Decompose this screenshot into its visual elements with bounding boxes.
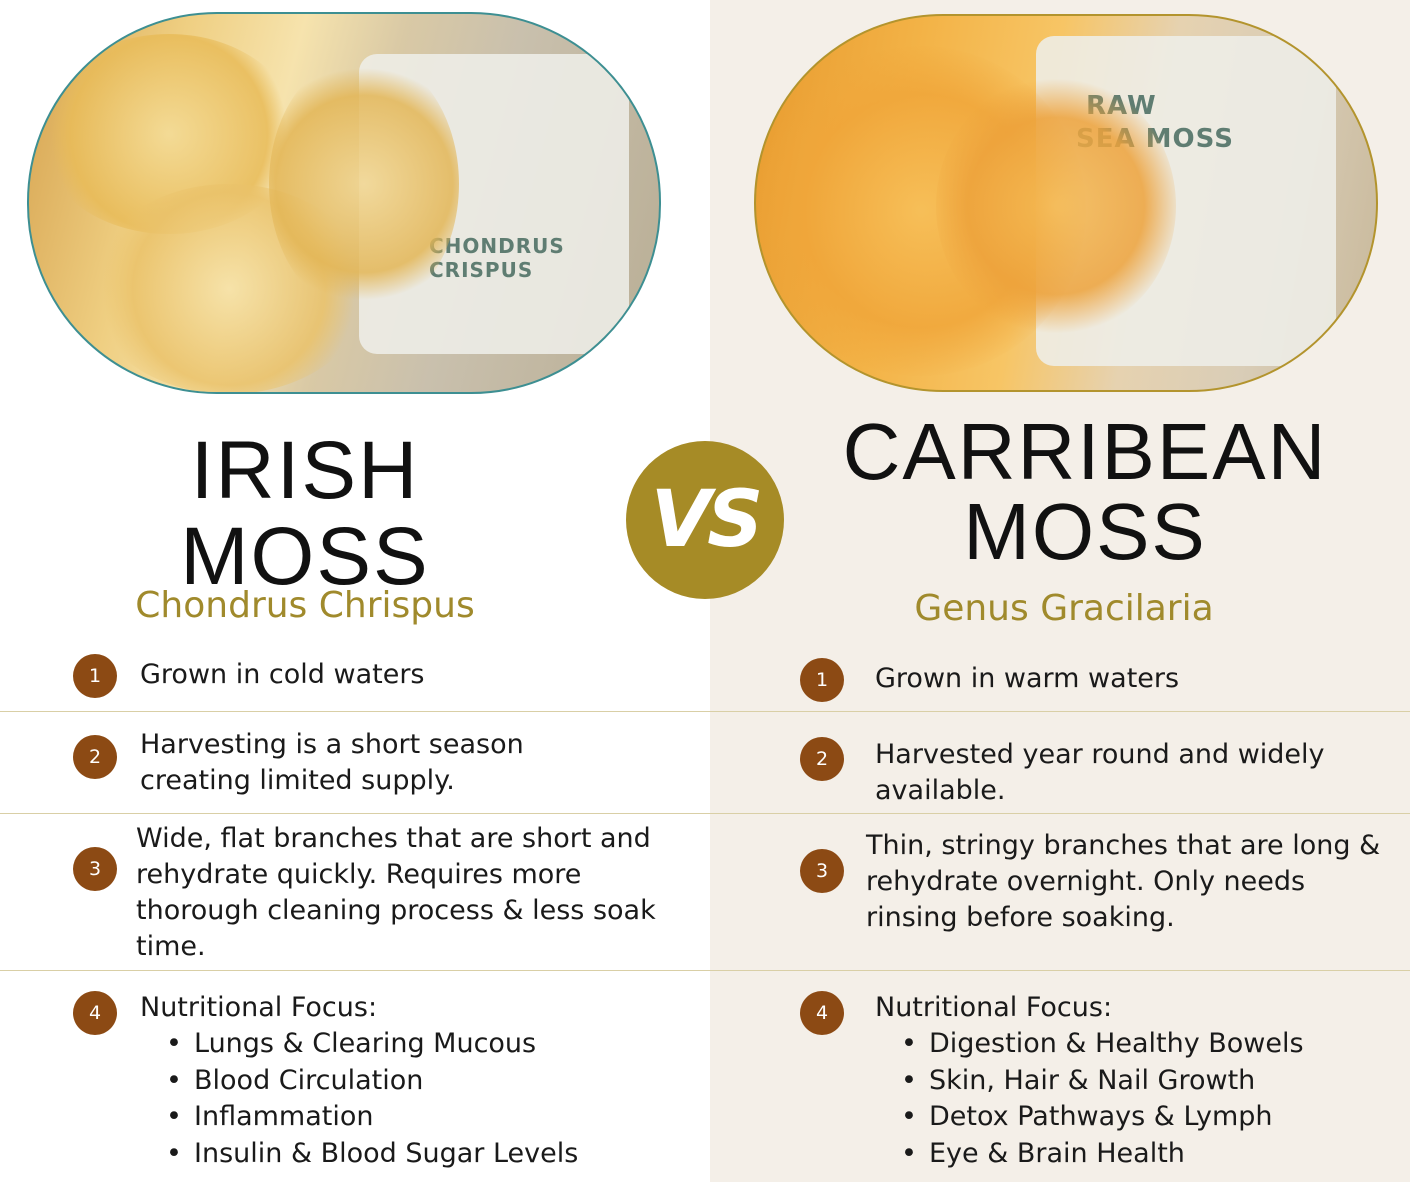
right-title: CARRIBEAN MOSS <box>820 412 1350 572</box>
left-item-1: Grown in cold waters <box>140 659 425 690</box>
number-badge: 4 <box>73 991 117 1035</box>
left-title-line2: MOSS <box>180 511 430 602</box>
left-item-3: Wide, flat branches that are short and r… <box>136 823 656 962</box>
row-divider <box>0 711 1410 712</box>
bullet-item: Digestion & Healthy Bowels <box>901 1026 1395 1063</box>
number-badge: 3 <box>800 849 844 893</box>
number-badge: 4 <box>800 991 844 1035</box>
package-label: CHONDRUS CRISPUS <box>429 234 565 282</box>
number-badge: 1 <box>800 658 844 702</box>
left-item-2: Harvesting is a short season creating li… <box>140 729 524 796</box>
nutritional-focus-label: Nutritional Focus: <box>875 992 1113 1023</box>
right-item-4: Nutritional Focus: Digestion & Healthy B… <box>875 990 1395 1172</box>
left-item-4: Nutritional Focus: Lungs & Clearing Muco… <box>140 990 670 1172</box>
right-item-2: Harvested year round and widely availabl… <box>875 739 1325 806</box>
number-badge: 3 <box>73 847 117 891</box>
bullet-item: Insulin & Blood Sugar Levels <box>166 1136 670 1173</box>
left-bullet-list: Lungs & Clearing Mucous Blood Circulatio… <box>140 1026 670 1172</box>
row-divider <box>0 970 1410 971</box>
carribean-moss-photo: RAW SEA MOSS <box>754 14 1378 392</box>
left-title: IRISH MOSS <box>180 430 430 598</box>
right-title-line1: CARRIBEAN <box>842 407 1328 496</box>
nutritional-focus-label: Nutritional Focus: <box>140 992 378 1023</box>
irish-moss-photo: CHONDRUS CRISPUS <box>27 12 661 394</box>
right-item-1: Grown in warm waters <box>875 663 1180 694</box>
right-item-3: Thin, stringy branches that are long & r… <box>866 830 1381 933</box>
seaweed-shape <box>936 76 1176 336</box>
right-bullet-list: Digestion & Healthy Bowels Skin, Hair & … <box>875 1026 1395 1172</box>
number-badge: 1 <box>73 654 117 698</box>
bullet-item: Inflammation <box>166 1099 670 1136</box>
row-divider <box>0 813 1410 814</box>
bullet-item: Eye & Brain Health <box>901 1136 1395 1173</box>
right-subtitle: Genus Gracilaria <box>914 588 1214 629</box>
right-title-line2: MOSS <box>963 487 1207 576</box>
left-subtitle: Chondrus Chrispus <box>135 585 475 626</box>
bullet-item: Lungs & Clearing Mucous <box>166 1026 670 1063</box>
number-badge: 2 <box>800 737 844 781</box>
bullet-item: Blood Circulation <box>166 1063 670 1100</box>
seaweed-shape <box>269 54 459 314</box>
bullet-item: Skin, Hair & Nail Growth <box>901 1063 1395 1100</box>
vs-badge: VS <box>626 441 784 599</box>
left-title-line1: IRISH <box>190 425 420 516</box>
number-badge: 2 <box>73 735 117 779</box>
bullet-item: Detox Pathways & Lymph <box>901 1099 1395 1136</box>
